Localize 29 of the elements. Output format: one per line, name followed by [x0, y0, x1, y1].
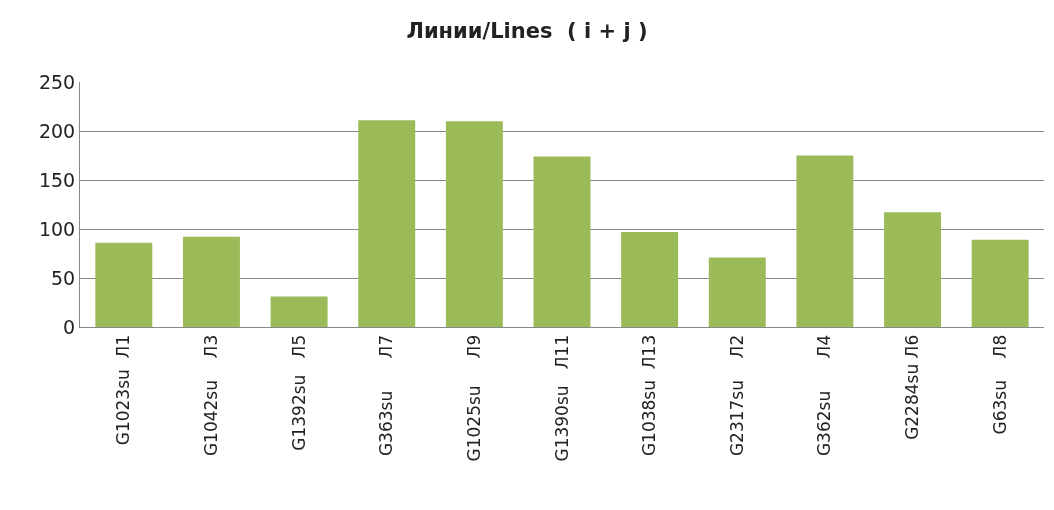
bar [182, 236, 240, 327]
bar [708, 257, 766, 327]
bar [796, 155, 854, 327]
y-tick-label: 0 [63, 315, 76, 338]
x-tick-label: G2284su Л6 [902, 334, 923, 440]
x-tick-label: G1025su Л9 [463, 334, 484, 462]
x-tick-label: G2317su Л2 [726, 334, 747, 457]
y-tick-label: 100 [38, 217, 76, 240]
x-tick-label: G363su Л7 [376, 334, 397, 457]
y-tick-label: 250 [38, 70, 76, 93]
x-tick-label: G1042su Л3 [200, 334, 221, 457]
y-tick-label: 50 [51, 266, 76, 289]
bar [533, 156, 591, 327]
bar [971, 239, 1029, 327]
y-tick-label: 150 [38, 168, 76, 191]
bar [884, 212, 942, 327]
x-tick-label: G362su Л4 [814, 334, 835, 457]
bar [358, 120, 416, 327]
x-tick-label: G1390su Л11 [551, 334, 572, 462]
bar [270, 296, 328, 327]
x-tick-label: G1023su Л1 [113, 334, 134, 446]
bar [445, 121, 503, 327]
chart-title: Линии/Lines ( i + j ) [406, 18, 648, 43]
bar [621, 231, 679, 327]
x-tick-label: G1038su Л13 [639, 334, 660, 457]
y-tick-label: 200 [38, 119, 76, 142]
x-tick-label: G1392su Л5 [288, 334, 309, 451]
bar [95, 242, 153, 327]
x-tick-label: G63su Л8 [989, 334, 1010, 435]
